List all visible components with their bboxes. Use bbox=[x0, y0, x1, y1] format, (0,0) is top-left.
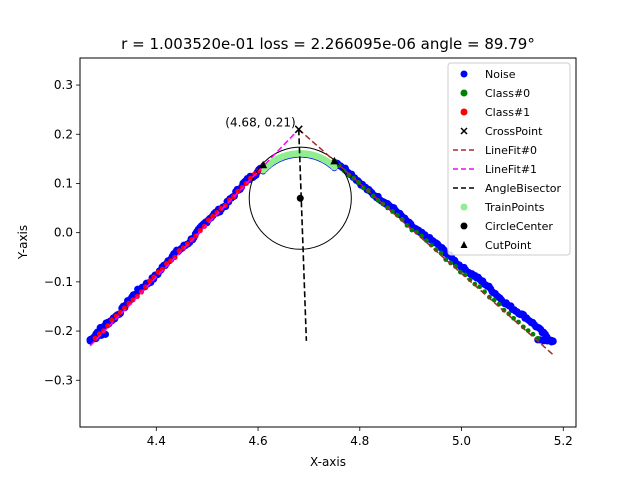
fitted-circle bbox=[248, 146, 352, 250]
x-tick-label: 5.2 bbox=[554, 434, 573, 448]
class0-point bbox=[491, 297, 497, 303]
class0-point bbox=[438, 250, 444, 256]
linefit0-line bbox=[298, 128, 554, 356]
y-tick-label: −0.2 bbox=[44, 324, 73, 338]
y-tick-label: 0.3 bbox=[54, 78, 73, 92]
y-tick-label: −0.1 bbox=[44, 275, 73, 289]
plot-area bbox=[86, 125, 557, 356]
x-tick-label: 5.0 bbox=[452, 434, 471, 448]
cut-point bbox=[330, 156, 339, 165]
class1-point bbox=[235, 188, 241, 194]
legend-marker bbox=[460, 108, 468, 116]
legend-marker bbox=[460, 222, 468, 230]
legend-label: CircleCenter bbox=[485, 220, 553, 233]
axis-ticks: 4.4 4.6 4.8 5.0 5.2 −0.3 −0.2 −0.1 0.0 0.1 0.2 0.3 bbox=[44, 78, 573, 448]
class1-point bbox=[210, 213, 216, 219]
legend-item: CrossPoint bbox=[460, 125, 543, 138]
legend-item: CircleCenter bbox=[460, 220, 553, 233]
class0-point bbox=[472, 281, 478, 287]
legend-label: Class#0 bbox=[485, 87, 530, 100]
x-tick-label: 4.6 bbox=[249, 434, 268, 448]
class1-point bbox=[109, 317, 115, 323]
legend-item: CutPoint bbox=[460, 239, 532, 252]
class0-point bbox=[525, 328, 531, 333]
x-tick-label: 4.4 bbox=[147, 434, 166, 448]
legend-marker bbox=[460, 70, 468, 78]
legend-item: Class#1 bbox=[460, 106, 530, 119]
class0-point bbox=[361, 185, 366, 191]
y-tick-label: 0.0 bbox=[54, 226, 73, 240]
class1-point bbox=[92, 335, 98, 341]
legend-marker bbox=[460, 203, 468, 211]
legend-label: LineFit#1 bbox=[485, 163, 537, 176]
class1-point bbox=[147, 278, 153, 284]
class1-point bbox=[122, 305, 128, 311]
noise-point bbox=[549, 337, 557, 345]
legend-label: CutPoint bbox=[485, 239, 532, 252]
y-tick-label: −0.3 bbox=[44, 373, 73, 387]
legend-label: Class#1 bbox=[485, 106, 530, 119]
class1-point bbox=[105, 323, 111, 329]
legend-box bbox=[447, 62, 571, 256]
y-axis-label: Y-axis bbox=[16, 225, 30, 260]
legend-label: CrossPoint bbox=[485, 125, 543, 138]
train-point bbox=[330, 163, 338, 171]
cross-point-annotation: (4.68, 0.21) bbox=[225, 115, 295, 129]
class0-point bbox=[511, 315, 517, 321]
class1-point bbox=[143, 284, 149, 290]
class1-point bbox=[130, 297, 136, 303]
legend-label: AngleBisector bbox=[485, 182, 561, 195]
legend-item: LineFit#1 bbox=[453, 163, 537, 176]
circle-center-point bbox=[296, 194, 304, 202]
x-tick-label: 4.8 bbox=[350, 434, 369, 448]
class1-point bbox=[226, 197, 233, 203]
chart-title: r = 1.003520e-01 loss = 2.266095e-06 ang… bbox=[121, 35, 535, 53]
axes-frame bbox=[79, 57, 577, 428]
legend-item: Class#0 bbox=[460, 87, 530, 100]
angle-bisector-line bbox=[297, 129, 308, 341]
class0-point bbox=[424, 238, 429, 243]
legend-item: AngleBisector bbox=[453, 182, 561, 195]
class1-point bbox=[218, 205, 224, 212]
legend: Noise Class#0 Class#1 CrossPoint LineFit#0 Li… bbox=[447, 62, 571, 256]
legend-item: TrainPoints bbox=[460, 201, 545, 214]
y-tick-label: 0.2 bbox=[54, 127, 73, 141]
legend-label: Noise bbox=[485, 68, 516, 81]
legend-item: Noise bbox=[460, 68, 516, 81]
legend-label: TrainPoints bbox=[484, 201, 545, 214]
cut-point bbox=[259, 160, 268, 169]
class1-point bbox=[159, 266, 166, 272]
cross-point-stroke bbox=[294, 125, 303, 134]
cross-point bbox=[294, 125, 303, 134]
class1-point bbox=[168, 258, 174, 264]
y-tick-label: 0.1 bbox=[54, 176, 73, 190]
x-axis-label: X-axis bbox=[310, 455, 346, 469]
legend-item: LineFit#0 bbox=[453, 144, 537, 157]
legend-marker bbox=[460, 241, 468, 248]
legend-marker bbox=[460, 89, 468, 97]
legend-label: LineFit#0 bbox=[485, 144, 537, 157]
legend-marker bbox=[460, 127, 468, 135]
class1-point bbox=[247, 175, 254, 181]
linefit1-line bbox=[89, 128, 300, 347]
